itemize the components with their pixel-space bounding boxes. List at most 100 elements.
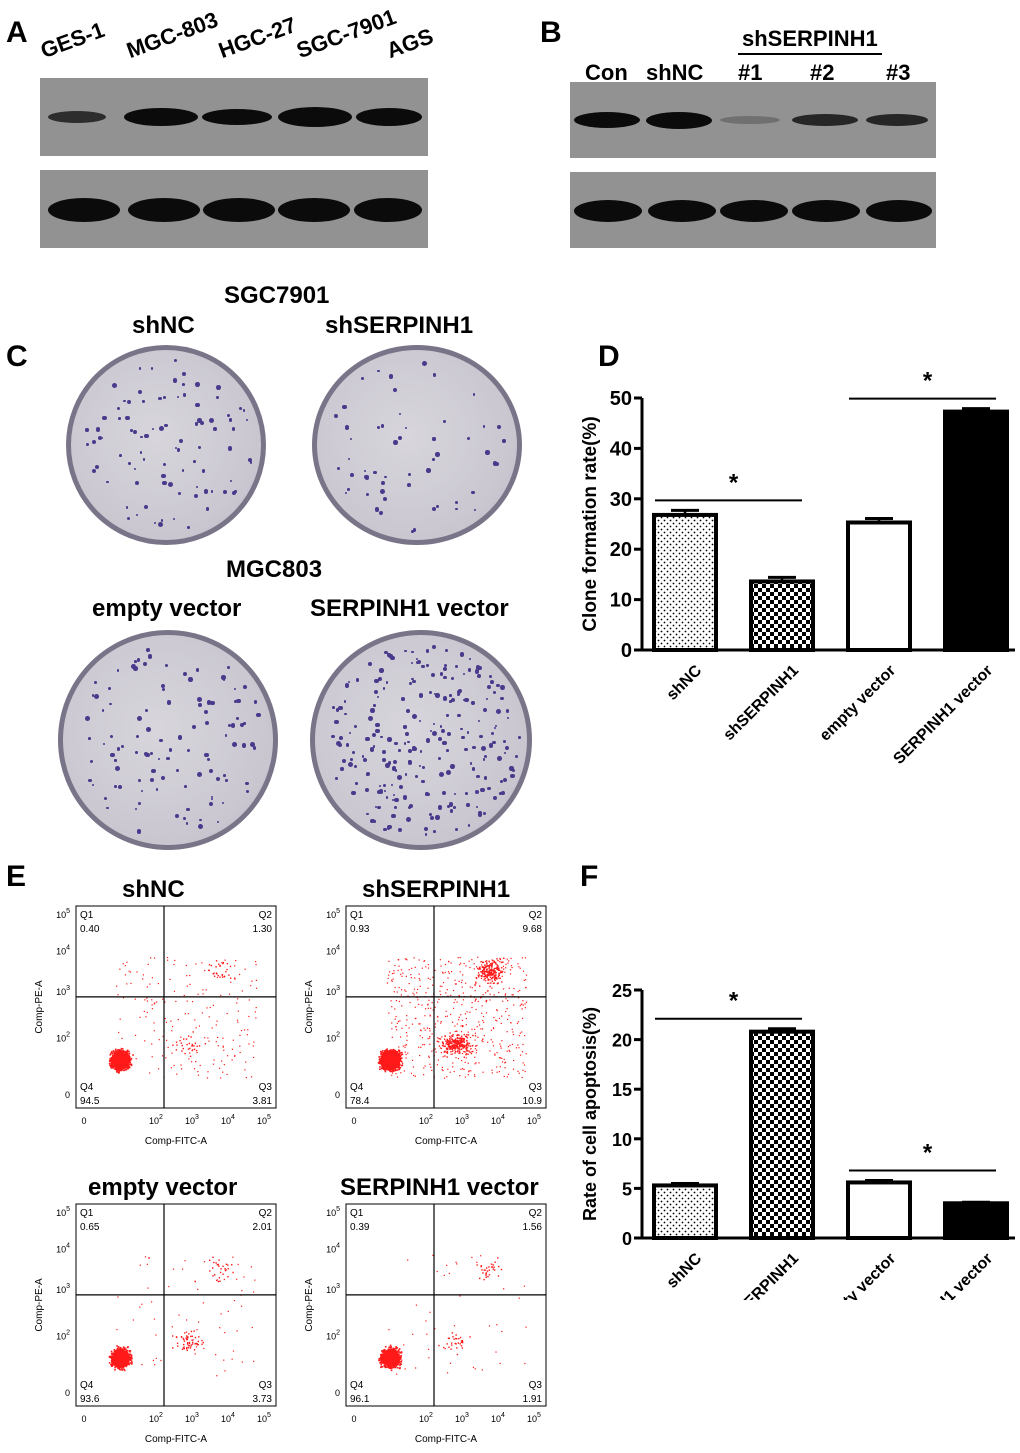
bar-shserpinh1	[749, 579, 815, 652]
lane-label-b-5: #3	[886, 60, 911, 85]
quadrant-q2-value: 2.01	[253, 1222, 273, 1233]
quadrant-q3-value: 3.73	[253, 1394, 273, 1405]
colony-dish-shserpinh1	[312, 345, 522, 545]
flow-title-serpinh1-vector: SERPINH1 vector	[340, 1174, 539, 1201]
bar-shserpinh1	[749, 1029, 815, 1240]
bar-shnc	[652, 1183, 718, 1240]
quadrant-q1-label: Q1	[350, 1208, 364, 1219]
x-tick-label: 103	[185, 1114, 199, 1126]
quadrant-q4-value: 94.5	[80, 1096, 100, 1107]
colony-dish-shnc	[66, 345, 266, 545]
y-tick-label: 105	[56, 1206, 70, 1218]
lane-label-b-1: Con	[585, 60, 628, 85]
x-tick-label: 102	[419, 1412, 433, 1424]
quadrant-q3-value: 1.91	[523, 1394, 543, 1405]
y-tick-label: 103	[326, 985, 340, 997]
y-tick-label: 20	[610, 539, 632, 561]
cell-line-title-mgc803: MGC803	[226, 556, 323, 583]
dish-label-shserpinh1: shSERPINH1	[325, 312, 474, 339]
quadrant-q2-value: 1.30	[253, 924, 273, 935]
x-tick-label: 104	[221, 1412, 235, 1424]
x-tick-label: shSERPINH1	[720, 1250, 802, 1300]
flow-title-shserpinh1: shSERPINH1	[362, 876, 511, 903]
lane-label-a-1: GES-1	[37, 16, 108, 64]
x-tick-label: SERPINH1 vector	[890, 1250, 996, 1300]
x-tick-label: SERPINH1 vector	[890, 662, 996, 768]
y-tick-label: 0	[622, 1229, 632, 1249]
significance-star: *	[923, 1139, 933, 1166]
plot-frame	[75, 905, 277, 1109]
quadrant-q3-label: Q3	[529, 1082, 543, 1093]
x-tick-label: empty vector	[817, 662, 899, 744]
y-tick-label: 0	[335, 1090, 340, 1100]
x-tick-label: 104	[491, 1114, 505, 1126]
x-tick-label: 104	[491, 1412, 505, 1424]
scatter-points	[108, 1256, 256, 1377]
flow-cytometry-plot-serpinh1-vector: Q1 0.39 Q2 1.56 Q4 96.1 Q3 1.91 0 102 103 104 105 105…	[304, 1203, 547, 1445]
quadrant-q3-value: 3.81	[253, 1096, 273, 1107]
x-tick-label: 105	[257, 1114, 271, 1126]
y-tick-label: 104	[56, 1242, 70, 1254]
quadrant-q1-label: Q1	[80, 910, 94, 921]
flow-cytometry-plot-shserpinh1: Q1 0.93 Q2 9.68 Q4 78.4 Q3 10.9 0 102 103 104 105 105…	[304, 905, 547, 1147]
y-tick-label: 104	[56, 944, 70, 956]
panel-label-c: C	[6, 340, 28, 373]
quadrant-q2-value: 9.68	[523, 924, 543, 935]
x-axis-label: Comp-FITC-A	[415, 1434, 478, 1445]
significance-star: *	[923, 368, 933, 395]
x-tick-label: 103	[455, 1412, 469, 1424]
quadrant-q3-label: Q3	[259, 1380, 273, 1391]
bar-empty-vector	[846, 520, 912, 653]
significance-star: *	[729, 469, 739, 496]
quadrant-q3-value: 10.9	[523, 1096, 543, 1107]
quadrant-q1-value: 0.40	[80, 924, 100, 935]
x-tick-label: 105	[527, 1412, 541, 1424]
x-tick-label: 0	[81, 1414, 86, 1424]
panel-label-e: E	[6, 860, 27, 893]
clone-formation-bar-chart: 0 10 20 30 40 50 Clone formation rate(%) shNC sh…	[580, 368, 1015, 768]
x-tick-label: 0	[81, 1116, 86, 1126]
x-tick-label: shSERPINH1	[720, 662, 802, 744]
quadrant-q3-label: Q3	[259, 1082, 273, 1093]
quadrant-q1-label: Q1	[350, 910, 364, 921]
lane-label-b-4: #2	[810, 60, 835, 85]
x-tick-label: 105	[257, 1412, 271, 1424]
bar-empty-vector	[846, 1180, 912, 1240]
scatter-points	[108, 956, 258, 1079]
x-axis-label: Comp-FITC-A	[415, 1136, 478, 1147]
quadrant-q3-label: Q3	[529, 1380, 543, 1391]
scatter-points	[377, 956, 528, 1079]
x-axis-label: Comp-FITC-A	[145, 1434, 208, 1445]
x-tick-label: 0	[351, 1414, 356, 1424]
y-tick-label: 15	[612, 1080, 632, 1100]
panel-label-d: D	[598, 340, 620, 373]
plot-frame	[345, 1203, 547, 1407]
y-tick-label: 30	[610, 489, 632, 511]
flow-cytometry-plot-shnc: Q1 0.40 Q2 1.30 Q4 94.5 Q3 3.81 0 102 103 104 105 105…	[34, 905, 277, 1147]
x-tick-label: shNC	[664, 1250, 706, 1292]
plot-frame	[75, 1203, 277, 1407]
apoptosis-bar-chart: 0 5 10 15 20 25 Rate of cell apoptosis(%) shNC s…	[580, 981, 1015, 1300]
y-tick-label: 0	[65, 1090, 70, 1100]
dish-label-serpinh1-vector: SERPINH1 vector	[310, 595, 509, 622]
y-tick-label: 5	[622, 1179, 632, 1199]
x-tick-label: 0	[351, 1116, 356, 1126]
lane-label-b-3: #1	[738, 60, 763, 85]
bar-shnc	[652, 512, 718, 652]
group-label-shserpinh1: shSERPINH1	[738, 26, 882, 55]
y-axis-label: Comp-PE-A	[304, 1278, 315, 1332]
panel-label-b: B	[540, 16, 562, 49]
quadrant-q1-value: 0.93	[350, 924, 370, 935]
quadrant-q4-label: Q4	[350, 1380, 364, 1391]
lane-label-a-2: MGC-803	[123, 6, 222, 64]
western-blot-a-loading	[40, 170, 428, 248]
plot-frame	[345, 905, 547, 1109]
bar-serpinh1-vector	[943, 409, 1009, 652]
quadrant-q2-value: 1.56	[523, 1222, 543, 1233]
x-tick-label: 105	[527, 1114, 541, 1126]
quadrant-q4-value: 96.1	[350, 1394, 370, 1405]
y-tick-label: 0	[621, 640, 632, 662]
panel-label-a: A	[6, 16, 28, 49]
quadrant-q1-label: Q1	[80, 1208, 94, 1219]
y-tick-label: 102	[56, 1329, 70, 1341]
